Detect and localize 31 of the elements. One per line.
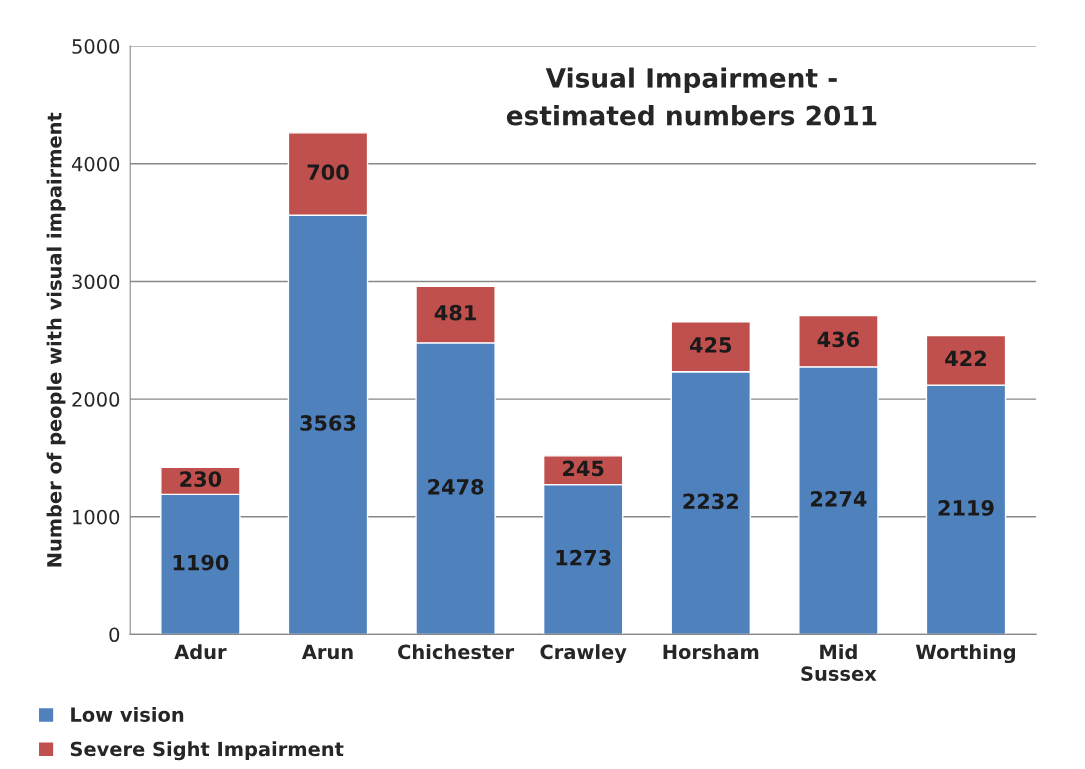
y-tick-label: 5000 [72, 39, 120, 54]
data-label: 700 [307, 164, 349, 181]
y-tick-label: 1000 [73, 509, 120, 525]
data-label: 2232 [683, 493, 738, 510]
data-label: 436 [817, 331, 860, 348]
y-tick-label: 0 [109, 627, 120, 643]
legend-label: Severe Sight Impairment [70, 741, 344, 761]
x-tick-label: Chichester [398, 644, 515, 660]
x-tick-label: Worthing [915, 644, 1015, 664]
data-label: 2274 [811, 490, 867, 507]
y-tick-label: 3000 [72, 274, 120, 290]
data-label: 2478 [428, 478, 484, 495]
data-label: 425 [689, 337, 732, 353]
data-label: 245 [563, 460, 604, 477]
data-label: 2119 [938, 500, 994, 516]
text: Visual Impairment - estimated numbers 2011 [506, 67, 877, 126]
y-tick-label: 2000 [72, 392, 120, 407]
x-tick-label: Adur [174, 644, 227, 660]
legend-label: Low vision [71, 706, 184, 722]
data-label: 1190 [173, 554, 229, 571]
x-tick-label: Mid Sussex [801, 644, 877, 681]
data-label: 481 [434, 304, 476, 321]
x-tick-label: Arun [301, 644, 353, 660]
x-tick-label: Crawley [540, 644, 627, 664]
data-label: 3563 [300, 415, 356, 431]
data-label: 230 [180, 471, 222, 487]
data-label: 422 [945, 350, 986, 367]
x-tick-label: Horsham [663, 644, 759, 660]
data-label: 1273 [556, 549, 611, 566]
y-tick-label: 4000 [71, 156, 120, 172]
y-axis-title: Number of people with visual impairment [46, 112, 66, 567]
